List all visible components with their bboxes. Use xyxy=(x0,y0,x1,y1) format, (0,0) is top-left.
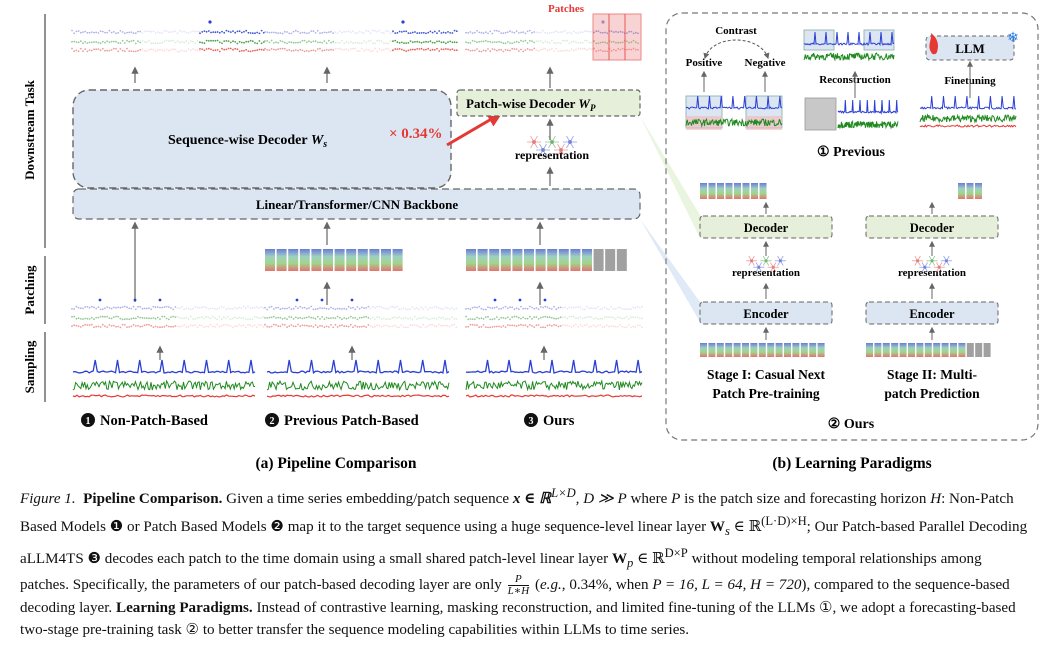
red-arrow xyxy=(446,112,503,147)
caption-text-2: where xyxy=(630,491,668,508)
stage1-title-line2: Patch Pre-training xyxy=(712,386,820,401)
caption-bold-pipeline: Pipeline Comparison. xyxy=(83,491,223,508)
percent-label: × 0.34% xyxy=(389,126,443,142)
method-1-num: 1 xyxy=(86,416,91,427)
connector-blue xyxy=(640,219,700,322)
paradigms-panel xyxy=(665,12,1039,441)
patching-signals xyxy=(71,298,643,329)
method-3-num: 3 xyxy=(529,416,534,427)
previous-section: Contrast Positive Negative Reconstructio… xyxy=(685,25,1019,160)
llm-label: LLM xyxy=(955,41,985,56)
method-3-badge xyxy=(524,413,538,427)
patch-rows xyxy=(265,249,627,271)
sequence-decoder-label: Sequence-wise Decoder Ws xyxy=(168,133,327,150)
backbone-box xyxy=(72,188,641,220)
patch-highlight xyxy=(592,13,642,61)
contrast-label: Contrast xyxy=(715,25,757,37)
masked-block xyxy=(804,97,837,131)
caption-text-7: (e.g., 0.34%, when xyxy=(534,577,649,594)
stage2-encoder-box xyxy=(865,301,999,325)
previous-label: ① Previous xyxy=(817,145,885,160)
caption-text-3: is the patch size and forecasting horizo… xyxy=(684,491,927,508)
caption-text-8: ), compared to the sequence-based decodi… xyxy=(20,577,1010,617)
caption-text-1: Given a time series embedding/patch sequ… xyxy=(226,491,510,508)
representation-icon xyxy=(527,135,577,157)
sampling-signals xyxy=(72,359,643,398)
patches-label: Patches xyxy=(548,3,585,15)
stage2-decoder-label: Decoder xyxy=(910,221,955,235)
pipeline-arrows xyxy=(131,66,554,360)
stage2-encoder-label: Encoder xyxy=(909,307,955,321)
method-2-badge xyxy=(265,413,279,427)
label-patching: Patching xyxy=(22,265,37,315)
side-labels: Downstream Task Patching Sampling xyxy=(22,14,46,402)
negative-label: Negative xyxy=(745,57,786,69)
stage1-encoder-box xyxy=(699,301,833,325)
representation-label: representation xyxy=(515,148,590,162)
caption-text-5: ; Our Patch-based Parallel Decoding aLLM… xyxy=(20,519,1028,568)
method-labels: 1 Non-Patch-Based 2 Previous Patch-Based… xyxy=(81,413,575,429)
patch-decoder-label: Patch-wise Decoder WP xyxy=(466,96,596,113)
caption-text-6: without modeling temporal relationships … xyxy=(20,551,982,594)
stage2-title-line2: patch Prediction xyxy=(884,386,980,401)
stage2-representation: representation xyxy=(898,267,966,279)
fire-icon xyxy=(929,33,939,55)
method-1-label: Non-Patch-Based xyxy=(100,413,208,429)
stage1-representation: representation xyxy=(732,267,800,279)
label-downstream: Downstream Task xyxy=(22,79,37,180)
caption-math-1: x ∈ ℝL×D xyxy=(512,486,576,508)
positive-label: Positive xyxy=(686,57,723,69)
paradigm-patch-rows xyxy=(700,183,991,357)
stage1-encoder-label: Encoder xyxy=(743,307,789,321)
stage1-decoder-box xyxy=(699,215,833,239)
stage2-representation-icon xyxy=(912,255,952,273)
sequence-decoder-box xyxy=(72,89,452,189)
stage2-decoder-box xyxy=(865,215,999,239)
paradigms-title: (b) Learning Paradigms xyxy=(772,455,931,472)
caption-math-6: Wp ∈ ℝD×P xyxy=(611,546,688,571)
connector-green xyxy=(640,116,700,238)
caption-text-9: Instead of contrastive learning, masking… xyxy=(20,600,1016,639)
output-signals xyxy=(71,20,639,53)
method-2-label: Previous Patch-Based xyxy=(284,413,419,429)
ours-section: Decoder Decoder Encoder Encoder represen… xyxy=(699,201,999,432)
caption-math-7: P = 16, L = 64, H = 720 xyxy=(652,577,802,594)
ours-label: ② Ours xyxy=(828,417,875,432)
method-3-label: Ours xyxy=(543,413,575,429)
caption-math-5: Ws ∈ ℝ(L·D)×H xyxy=(709,514,807,539)
patch-decoder-box xyxy=(456,89,641,117)
stage1-decoder-label: Decoder xyxy=(744,221,789,235)
caption-bold-paradigms: Learning Paradigms. xyxy=(116,600,253,617)
caption-math-3: P xyxy=(671,491,681,508)
caption-fraction: P L∗H xyxy=(507,573,530,598)
caption-text-4: : Non-Patch Based Models ❶ or Patch Base… xyxy=(20,491,1014,536)
stage1-title-line1: Stage I: Casual Next xyxy=(707,367,826,382)
stage2-title-line1: Stage II: Multi- xyxy=(887,367,977,382)
llm-box xyxy=(925,35,1015,61)
stage1-representation-icon xyxy=(746,255,786,273)
method-2-num: 2 xyxy=(270,416,275,427)
caption-math-4: H xyxy=(930,491,942,508)
method-1-badge xyxy=(81,413,95,427)
caption-figure-label: Figure 1. xyxy=(20,491,76,508)
figure-caption: Figure 1. Pipeline Comparison. Given a t… xyxy=(20,482,1034,641)
label-sampling: Sampling xyxy=(22,340,37,393)
pipeline-title: (a) Pipeline Comparison xyxy=(255,455,416,472)
backbone-label: Linear/Transformer/CNN Backbone xyxy=(256,197,459,212)
snowflake-icon: ❄ xyxy=(1007,30,1019,46)
caption-math-2: , D ≫ P xyxy=(575,491,627,508)
paradigm-signals xyxy=(685,31,1017,130)
